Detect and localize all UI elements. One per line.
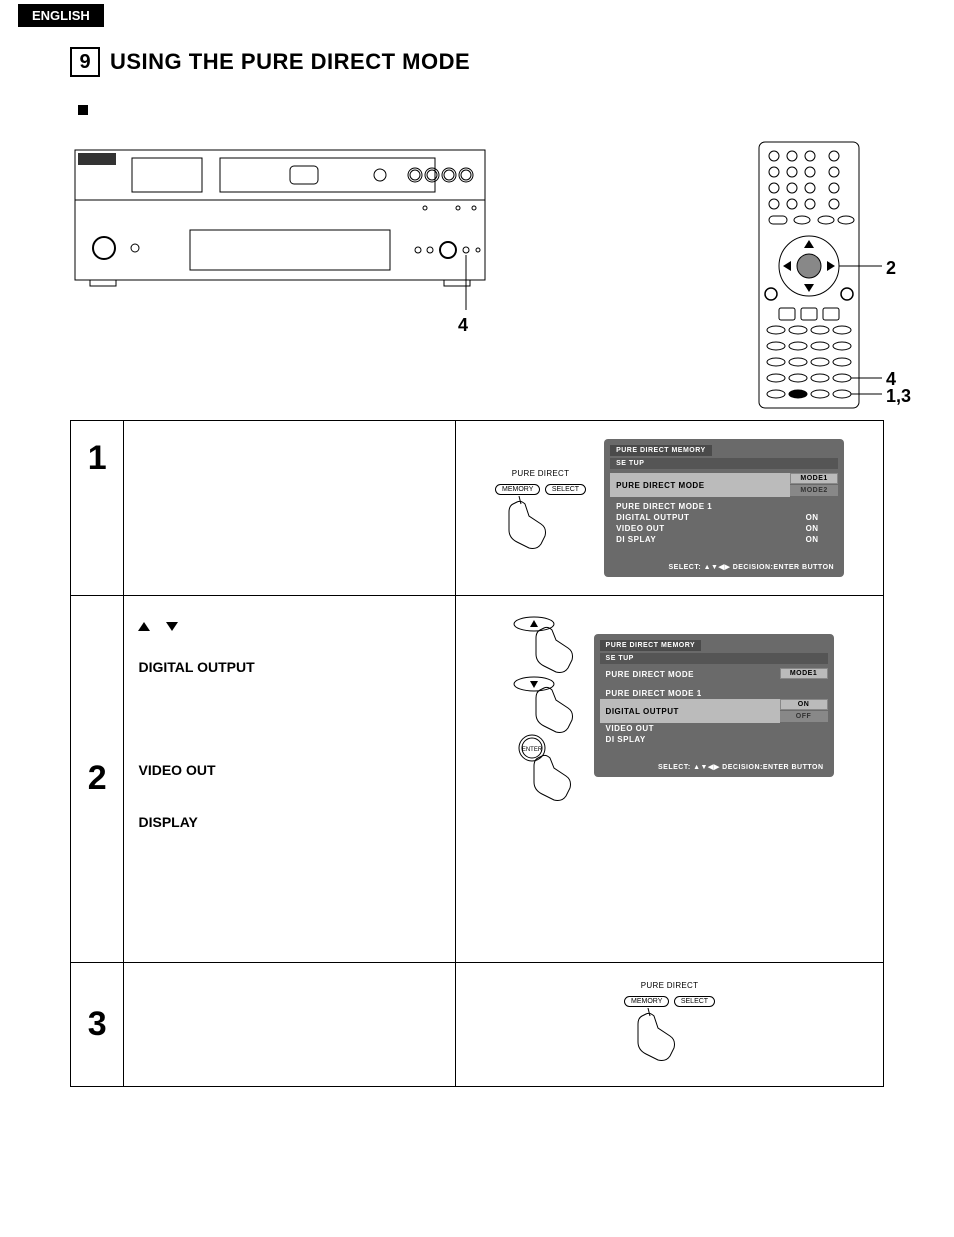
callout-remote-13: 1,3 bbox=[886, 386, 911, 407]
memory-button-label-2: MEMORY bbox=[624, 996, 669, 1007]
step-3-number: 3 bbox=[85, 1005, 109, 1044]
remote-svg bbox=[754, 140, 884, 410]
step-3-images: PURE DIRECT MEMORY SELECT bbox=[456, 962, 884, 1086]
step2-display: DISPLAY bbox=[138, 814, 197, 830]
osd1-mode1: MODE1 bbox=[790, 473, 838, 484]
osd1-r1k: DIGITAL OUTPUT bbox=[616, 513, 689, 522]
osd1-mode-label: PURE DIRECT MODE bbox=[616, 481, 704, 490]
pure-direct-label: PURE DIRECT bbox=[495, 469, 586, 478]
osd-screen-1: PURE DIRECT MEMORY SE TUP PURE DIRECT MO… bbox=[604, 439, 844, 577]
player-svg bbox=[70, 140, 490, 320]
player-diagram: 4 bbox=[70, 140, 714, 410]
section-title: USING THE PURE DIRECT MODE bbox=[110, 49, 470, 75]
osd2-sub: SE TUP bbox=[600, 653, 828, 664]
osd1-sub: SE TUP bbox=[610, 458, 838, 469]
hand-press-icon bbox=[495, 496, 555, 556]
step2-video-out: VIDEO OUT bbox=[138, 762, 215, 778]
section-heading: 9 USING THE PURE DIRECT MODE bbox=[70, 47, 884, 77]
step-row-3: 3 PURE DIRECT MEMORY SELECT bbox=[71, 962, 884, 1086]
memory-button-label: MEMORY bbox=[495, 484, 540, 495]
osd1-r2v: ON bbox=[792, 524, 832, 533]
osd2-r3k: DI SPLAY bbox=[606, 735, 646, 744]
step-2-images: ENTER PURE DIRECT MEMORY SE TUP PURE DIR… bbox=[456, 596, 884, 963]
hand-enter-icon: ENTER bbox=[506, 734, 576, 804]
step-1-text bbox=[124, 421, 456, 596]
hand-down-icon bbox=[506, 674, 576, 734]
osd1-r3k: DI SPLAY bbox=[616, 535, 656, 544]
osd1-sect: PURE DIRECT MODE 1 bbox=[616, 502, 712, 511]
step-3-text bbox=[124, 962, 456, 1086]
callout-remote-2: 2 bbox=[886, 258, 896, 279]
pure-direct-label-2: PURE DIRECT bbox=[624, 981, 715, 990]
osd2-r1k: DIGITAL OUTPUT bbox=[606, 707, 679, 716]
osd1-tab: PURE DIRECT MEMORY bbox=[610, 445, 712, 456]
svg-text:ENTER: ENTER bbox=[521, 747, 542, 753]
language-tab: ENGLISH bbox=[18, 4, 104, 27]
step-2-number: 2 bbox=[85, 759, 109, 798]
osd1-r3v: ON bbox=[792, 535, 832, 544]
osd1-footer: SELECT: ▲▼◀▶ DECISION:ENTER BUTTON bbox=[610, 563, 838, 571]
osd2-footer: SELECT: ▲▼◀▶ DECISION:ENTER BUTTON bbox=[600, 763, 828, 771]
step-1-images: PURE DIRECT MEMORY SELECT PURE DIRECT ME… bbox=[456, 421, 884, 596]
callout-player-4: 4 bbox=[458, 315, 468, 336]
osd2-mode-label: PURE DIRECT MODE bbox=[606, 670, 694, 679]
osd2-tab: PURE DIRECT MEMORY bbox=[600, 640, 702, 651]
select-button-label-2: SELECT bbox=[674, 996, 715, 1007]
select-button-label: SELECT bbox=[545, 484, 586, 495]
osd2-mode1: MODE1 bbox=[780, 668, 828, 679]
remote-diagram: 2 4 1,3 bbox=[754, 140, 884, 410]
step-row-1: 1 PURE DIRECT MEMORY SELECT bbox=[71, 421, 884, 596]
osd-screen-2: PURE DIRECT MEMORY SE TUP PURE DIRECT MO… bbox=[594, 634, 834, 777]
hand-up-icon bbox=[506, 614, 576, 674]
bullet bbox=[78, 105, 88, 115]
osd2-r2v: OFF bbox=[780, 711, 828, 722]
step-1-number: 1 bbox=[85, 439, 109, 478]
osd2-sect: PURE DIRECT MODE 1 bbox=[606, 689, 702, 698]
osd2-r2k: VIDEO OUT bbox=[606, 724, 655, 733]
step-2-text: DIGITAL OUTPUT VIDEO OUT DISPLAY bbox=[124, 596, 456, 963]
steps-table: 1 PURE DIRECT MEMORY SELECT bbox=[70, 420, 884, 1087]
step-row-2: 2 DIGITAL OUTPUT VIDEO OUT DISPLAY bbox=[71, 596, 884, 963]
osd1-r1v: ON bbox=[792, 513, 832, 522]
step2-digital-output: DIGITAL OUTPUT bbox=[138, 659, 254, 675]
up-triangle-icon bbox=[138, 622, 150, 631]
down-triangle-icon bbox=[166, 622, 178, 631]
osd1-mode2: MODE2 bbox=[790, 485, 838, 496]
section-number: 9 bbox=[70, 47, 100, 77]
osd2-r1v: ON bbox=[780, 699, 828, 710]
osd1-r2k: VIDEO OUT bbox=[616, 524, 665, 533]
hand-press-icon-2 bbox=[624, 1008, 684, 1068]
